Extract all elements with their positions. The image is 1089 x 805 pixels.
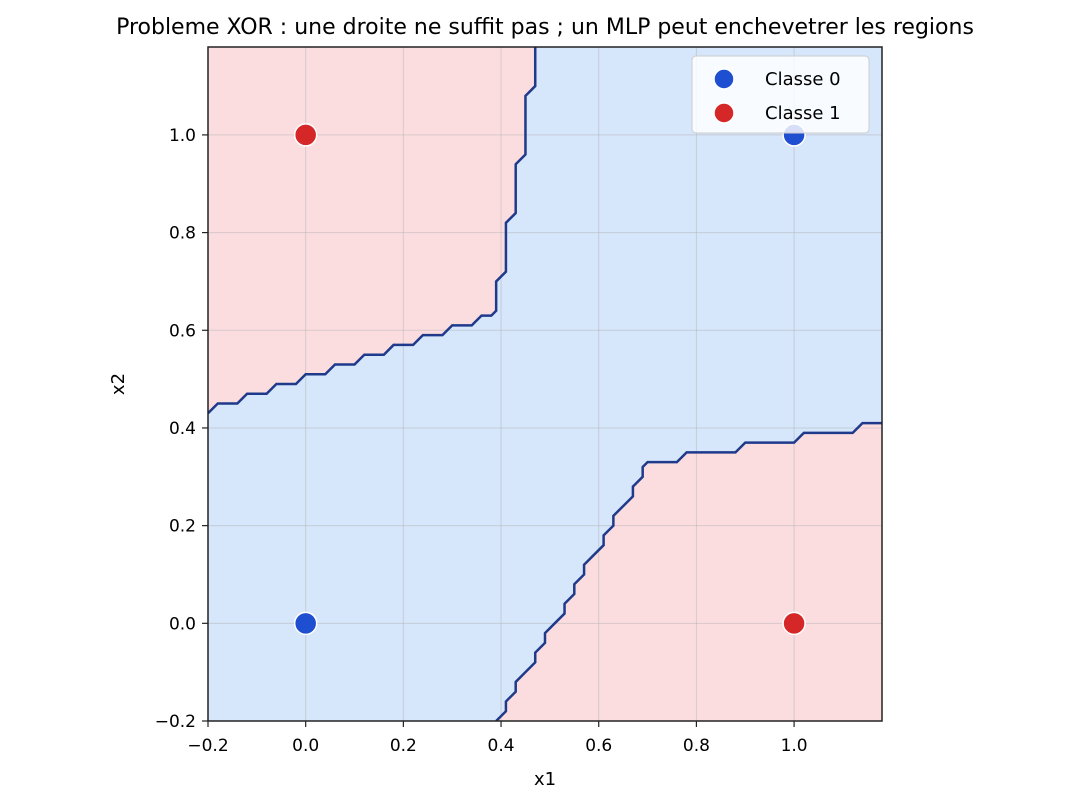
plot-area: [208, 47, 882, 721]
y-tick-label-4: 0.6: [169, 321, 196, 341]
region-class1-lower-right: [496, 423, 882, 721]
decision-boundary-lower-right: [495, 421, 882, 721]
y-tick-label-5: 0.8: [169, 224, 196, 244]
x-tick-label-0: −0.2: [187, 736, 228, 756]
grid: [208, 47, 882, 721]
legend: Classe 0 Classe 1: [691, 55, 870, 134]
x-axis-label: x1: [534, 769, 556, 790]
point-classe-0-0: [293, 611, 318, 636]
y-tick-label-0: −0.2: [155, 712, 196, 732]
plot-frame: [207, 46, 883, 722]
legend-label-classe-1: Classe 1: [765, 103, 841, 124]
legend-label-classe-0: Classe 0: [765, 69, 841, 90]
point-classe-1-1: [782, 611, 806, 636]
region-class1-upper-left: [208, 47, 536, 414]
y-axis-label: x2: [108, 373, 129, 395]
decision-boundary-upper-left: [208, 47, 537, 415]
y-tick-label-3: 0.4: [169, 419, 196, 439]
y-axis-ticks: −0.2 0.0 0.2 0.4 0.6 0.8 1.0: [155, 126, 208, 732]
x-tick-label-2: 0.2: [390, 736, 417, 756]
y-tick-label-2: 0.2: [169, 517, 196, 537]
x-tick-label-4: 0.6: [585, 736, 612, 756]
chart-title: Probleme XOR : une droite ne suffit pas …: [116, 15, 974, 40]
x-tick-label-6: 1.0: [781, 736, 808, 756]
x-axis-ticks: −0.2 0.0 0.2 0.4 0.6 0.8 1.0: [187, 721, 808, 756]
x-tick-label-3: 0.4: [488, 736, 515, 756]
legend-marker-classe-1: [713, 102, 735, 124]
y-tick-label-6: 1.0: [169, 126, 196, 146]
data-points: [293, 123, 806, 636]
legend-marker-classe-0: [713, 68, 735, 90]
y-tick-label-1: 0.0: [169, 614, 196, 634]
x-tick-label-1: 0.0: [292, 736, 319, 756]
point-classe-1-0: [293, 123, 318, 147]
legend-box: [691, 55, 870, 134]
x-tick-label-5: 0.8: [683, 736, 710, 756]
